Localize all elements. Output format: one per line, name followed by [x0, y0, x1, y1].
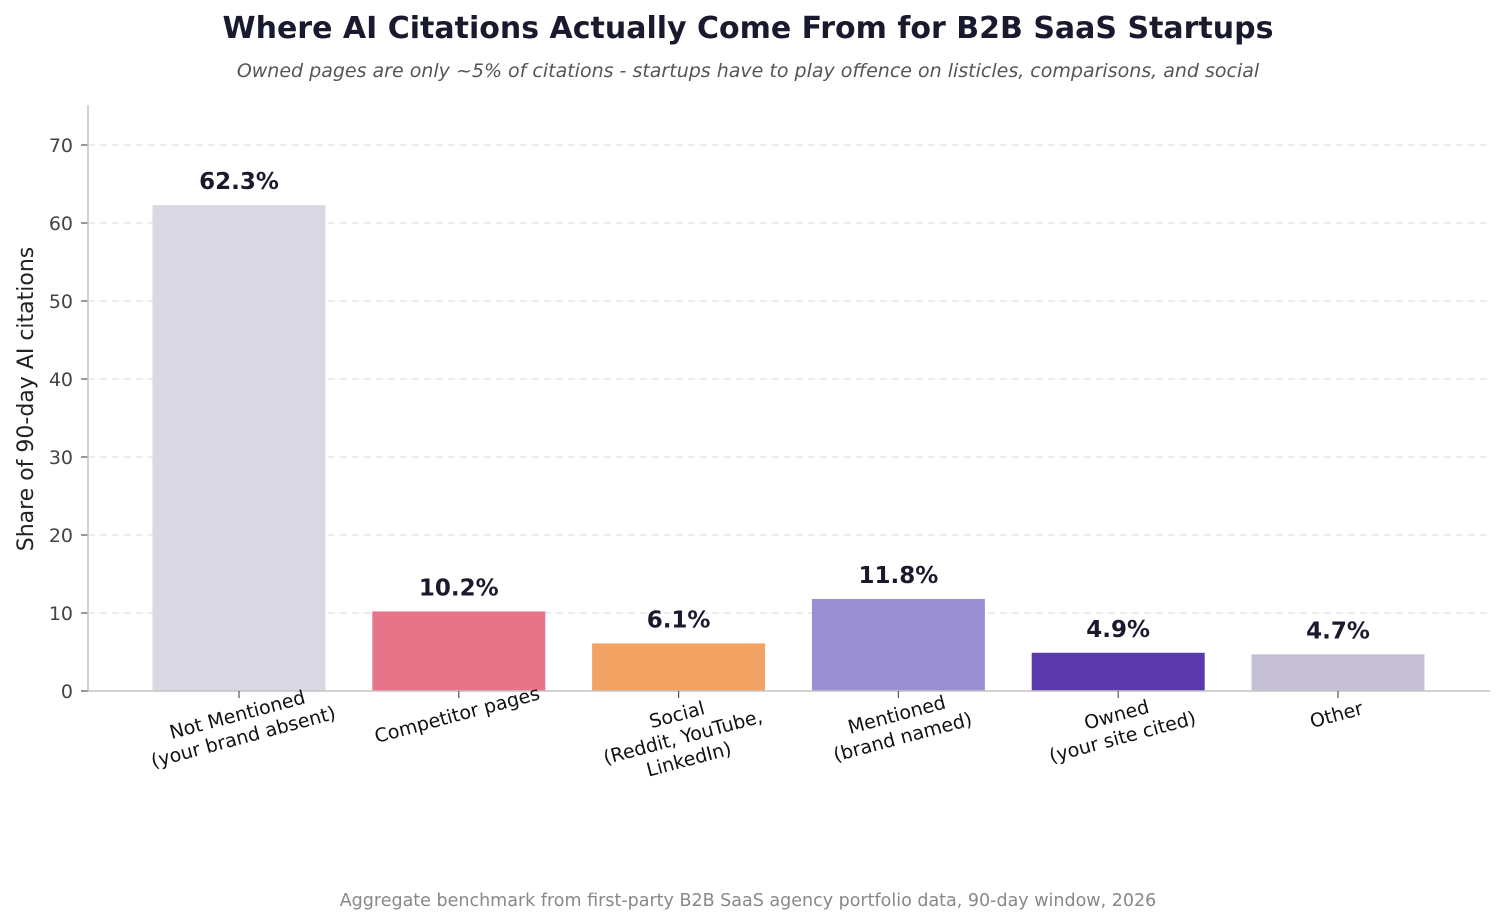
- data-label: 11.8%: [859, 563, 939, 589]
- axes: 0 10 20 30 40 50 60 70: [49, 105, 1490, 703]
- x-tick-label: Mentioned(brand named): [825, 686, 974, 767]
- x-tick-text: Competitor pages: [372, 683, 542, 748]
- y-axis-label: Share of 90-day AI citations: [14, 247, 39, 552]
- x-tick-labels: Not Mentioned(your brand absent) Competit…: [143, 680, 1366, 791]
- y-tick-label: 60: [49, 213, 73, 235]
- bar: [152, 205, 326, 691]
- data-label: 4.9%: [1086, 617, 1150, 643]
- y-tick-label: 40: [49, 369, 73, 391]
- x-tick-label: Social(Reddit, YouTube,LinkedIn): [595, 683, 771, 791]
- x-tick-text: Owned(your site cited): [1041, 685, 1198, 768]
- data-label: 4.7%: [1306, 618, 1370, 644]
- bar: [372, 611, 546, 691]
- bars: [152, 205, 1425, 691]
- data-label: 10.2%: [419, 575, 499, 601]
- y-tick-label: 10: [49, 603, 73, 625]
- data-label: 62.3%: [199, 169, 279, 195]
- chart-subtitle: Owned pages are only ~5% of citations - …: [237, 60, 1260, 82]
- footnote: Aggregate benchmark from first-party B2B…: [340, 891, 1157, 911]
- x-tick-label: Competitor pages: [372, 683, 542, 748]
- x-tick-text: Not Mentioned(your brand absent): [143, 680, 338, 773]
- chart-title: Where AI Citations Actually Come From fo…: [223, 11, 1274, 46]
- y-tick-label: 30: [49, 447, 73, 469]
- y-tick-label: 50: [49, 291, 73, 313]
- y-tick-label: 20: [49, 525, 73, 547]
- x-tick-label: Not Mentioned(your brand absent): [143, 680, 338, 773]
- bar: [1031, 652, 1205, 691]
- x-tick-text: Other: [1308, 698, 1366, 733]
- bar: [811, 598, 985, 691]
- x-tick-text: Mentioned(brand named): [825, 686, 974, 766]
- bar: [592, 643, 766, 691]
- x-tick-line: Other: [1308, 698, 1366, 733]
- bar: [1251, 654, 1425, 691]
- y-tick-label: 70: [49, 135, 73, 157]
- data-labels: 62.3% 10.2% 6.1% 11.8% 4.9% 4.7%: [199, 169, 1370, 644]
- x-tick-line: Competitor pages: [372, 683, 542, 748]
- y-tick-label: 0: [61, 681, 73, 703]
- x-tick-text: Social(Reddit, YouTube,LinkedIn): [595, 683, 771, 791]
- data-label: 6.1%: [647, 607, 711, 633]
- x-tick-label: Other: [1308, 698, 1366, 733]
- x-tick-label: Owned(your site cited): [1041, 685, 1198, 768]
